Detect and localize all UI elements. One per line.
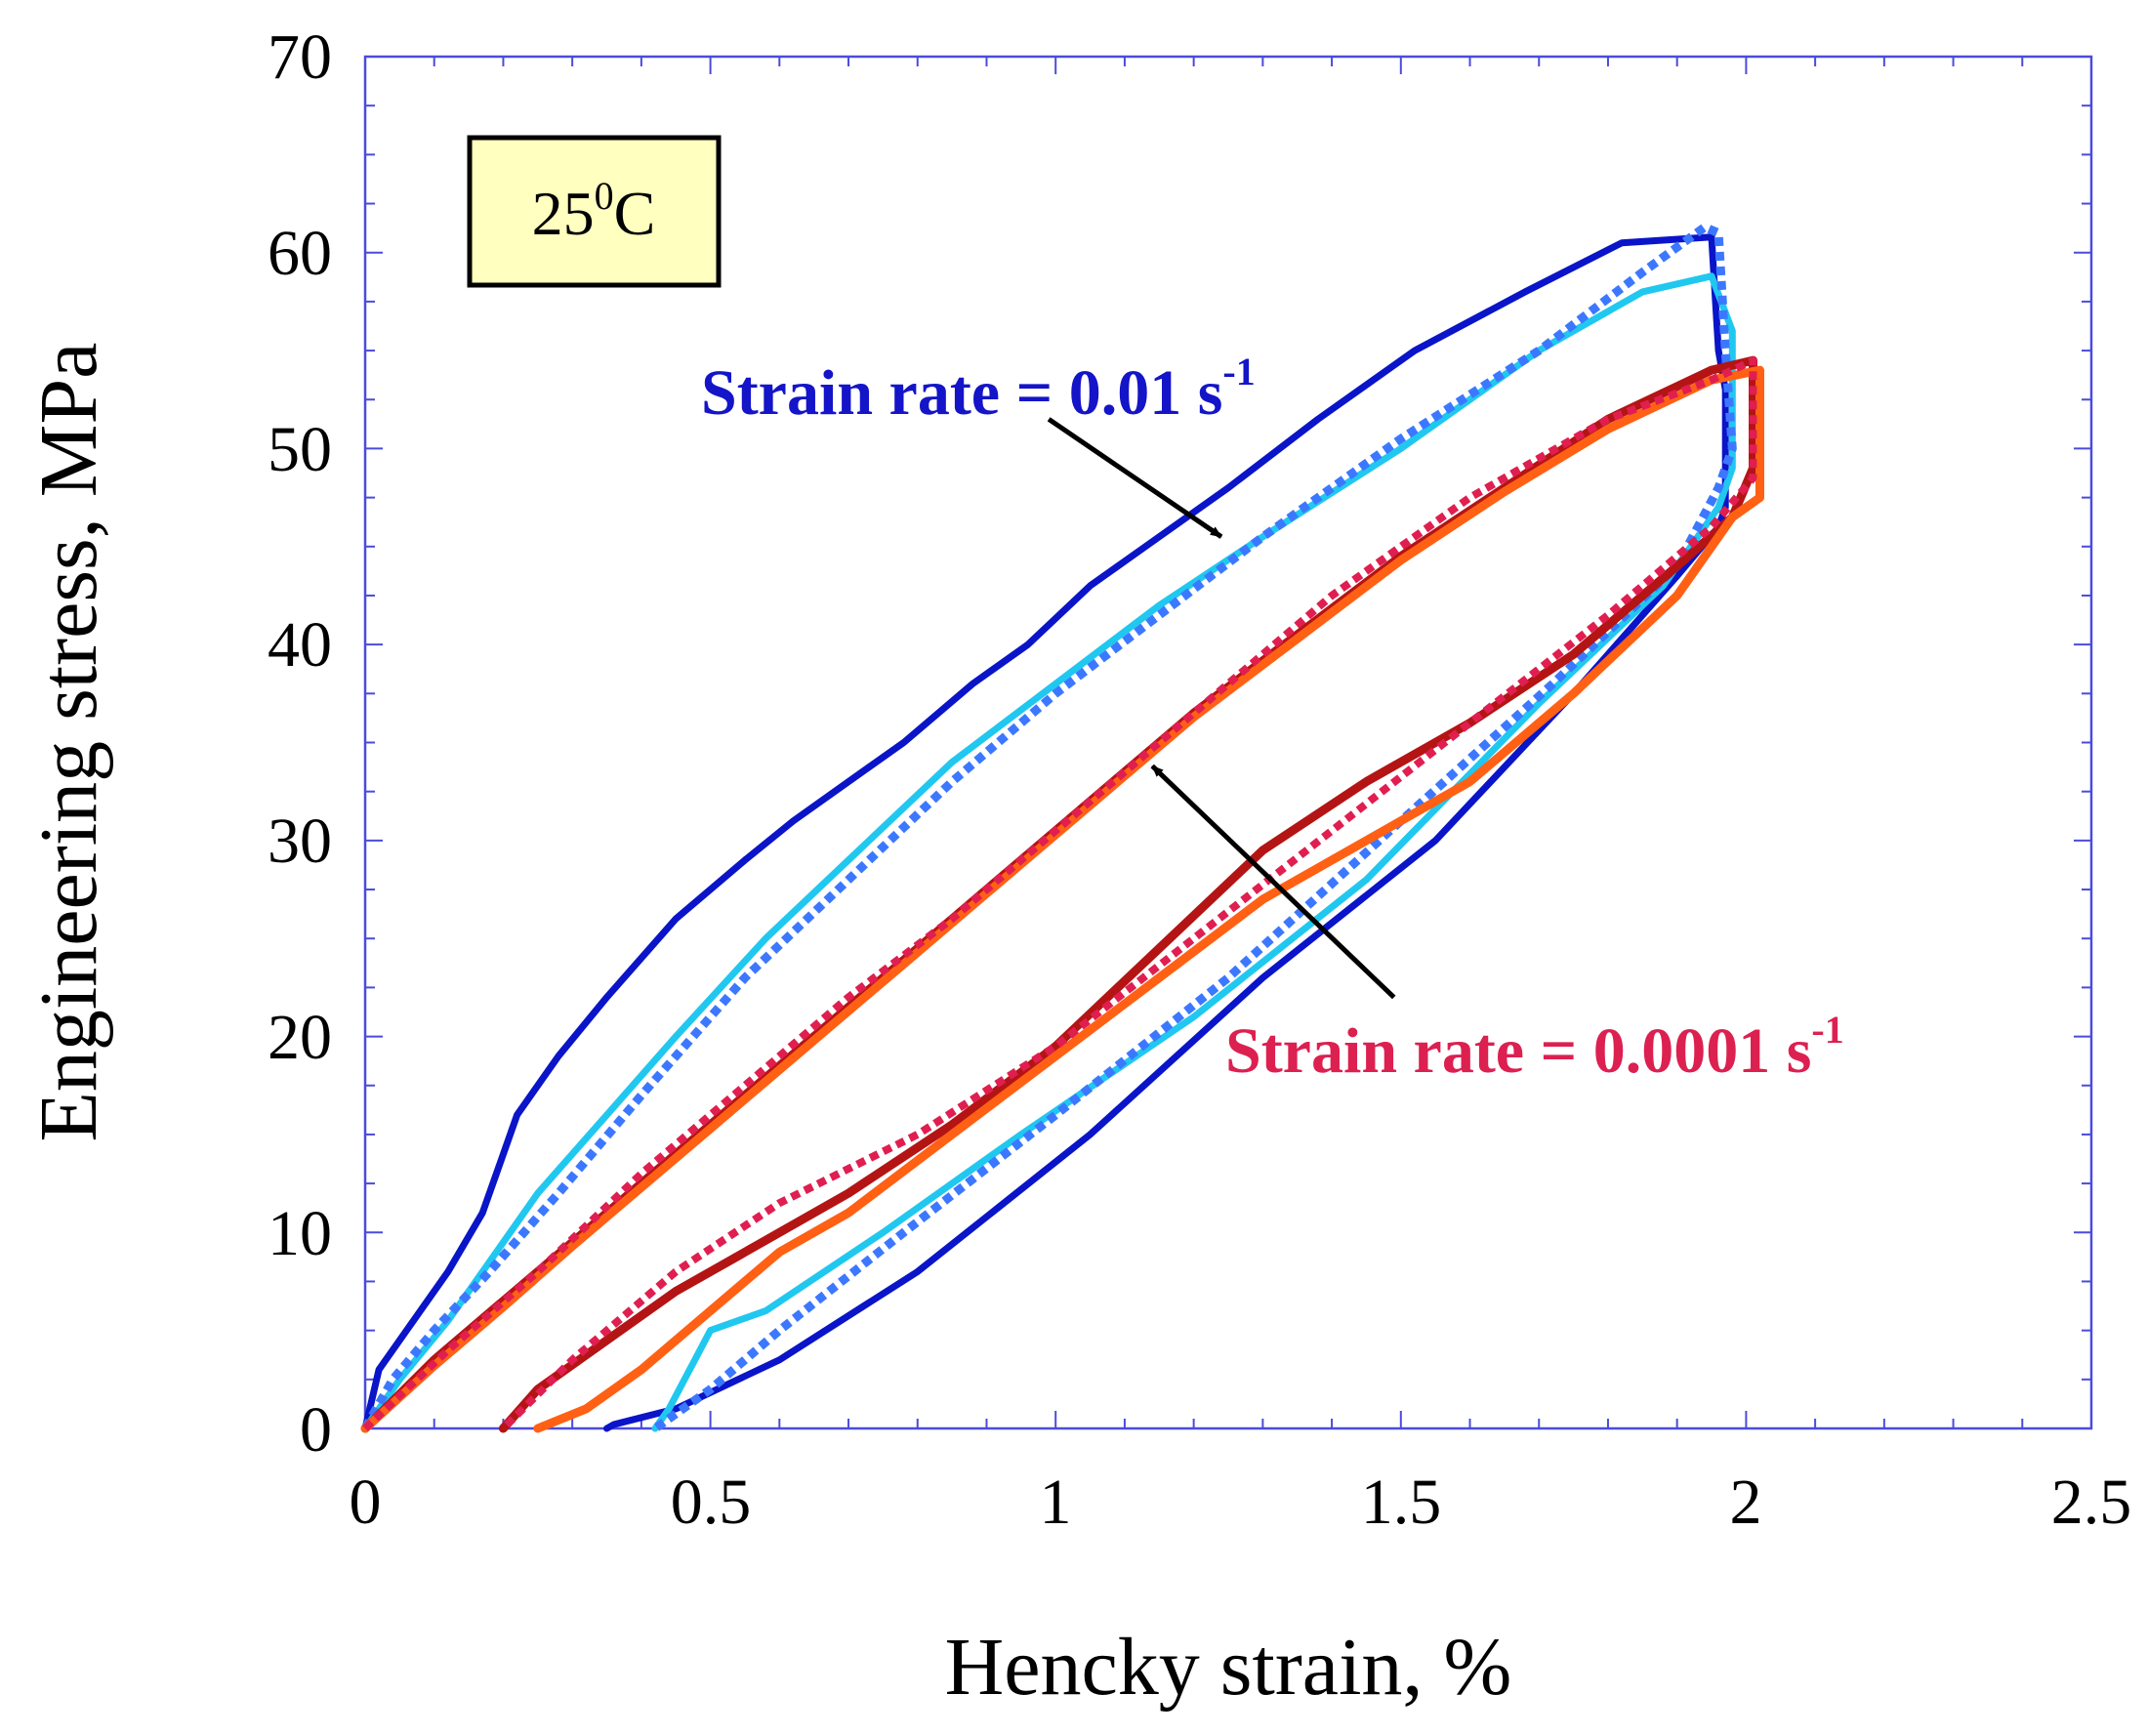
series-layer <box>360 223 1764 1433</box>
x-tick-2-5: 2.5 <box>2051 1467 2132 1538</box>
x-tick-0: 0 <box>350 1467 382 1538</box>
x-tick-1-5: 1.5 <box>1361 1467 1442 1538</box>
series-line-4 <box>360 365 1764 1433</box>
y-tick-0: 0 <box>300 1394 332 1466</box>
temperature-degree: 0 <box>595 174 614 218</box>
y-tick-labels: 0 10 20 30 40 50 60 70 <box>268 21 332 1466</box>
y-tick-30: 30 <box>268 806 332 877</box>
annotation-arrow-slow <box>1150 764 1396 1000</box>
y-tick-10: 10 <box>268 1198 332 1269</box>
y-tick-40: 40 <box>268 609 332 681</box>
annotation-fast-rate: Strain rate = 0.01 s-1 <box>701 350 1256 429</box>
y-axis-title: Engineering stress, MPa <box>23 343 114 1142</box>
x-axis-title: Hencky strain, % <box>945 1622 1512 1713</box>
y-tick-70: 70 <box>268 21 332 93</box>
y-tick-20: 20 <box>268 1002 332 1073</box>
annotation-fast-rate-sup: -1 <box>1222 350 1255 393</box>
temperature-box <box>467 135 722 288</box>
y-tick-50: 50 <box>268 414 332 485</box>
series-line-5 <box>362 356 1757 1431</box>
series-line-0 <box>361 233 1729 1432</box>
series-line-2 <box>361 223 1737 1432</box>
series-line-3 <box>360 355 1757 1433</box>
temperature-unit: C <box>614 179 656 248</box>
annotation-fast-rate-text: Strain rate = 0.01 s <box>701 357 1222 429</box>
x-tick-1: 1 <box>1040 1467 1072 1538</box>
series-line-1 <box>361 272 1736 1432</box>
y-tick-60: 60 <box>268 218 332 289</box>
x-tick-0-5: 0.5 <box>671 1467 752 1538</box>
x-tick-labels: 0 0.5 1 1.5 2 2.5 <box>350 1467 2132 1538</box>
annotation-slow-rate: Strain rate = 0.0001 s-1 <box>1225 1008 1844 1087</box>
x-tick-2: 2 <box>1730 1467 1762 1538</box>
temperature-value: 25 <box>532 179 595 248</box>
annotation-arrow-fast <box>1047 417 1223 539</box>
annotation-slow-rate-text: Strain rate = 0.0001 s <box>1225 1015 1811 1087</box>
annotation-slow-rate-sup: -1 <box>1811 1008 1843 1052</box>
temperature-label: 250C <box>532 174 656 248</box>
